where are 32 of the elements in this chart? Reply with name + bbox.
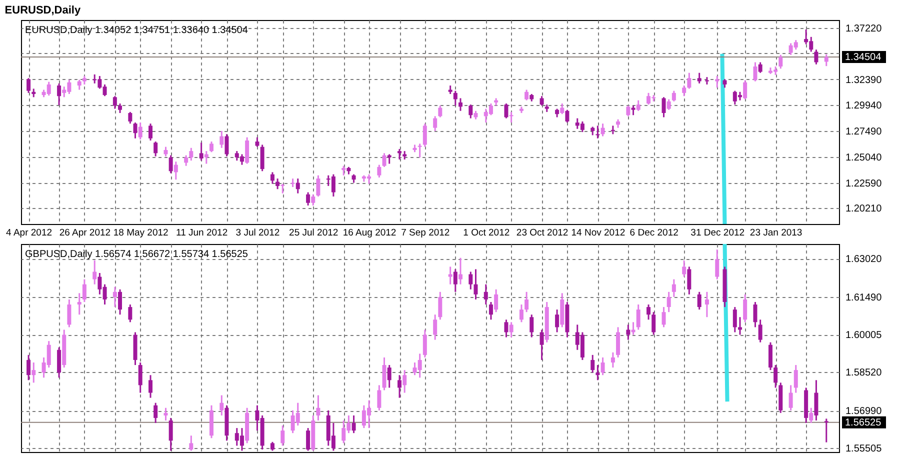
x-tick-label: 25 Jul 2012 [289,228,338,238]
y-tick-label: 1.63020 [846,254,882,266]
y-tick-label: 1.61490 [846,292,882,304]
x-tick-label: 3 Jul 2012 [236,228,280,238]
x-tick-label: 23 Jan 2013 [750,228,802,238]
y-tick-label: 1.60005 [846,330,882,342]
y-tick-label: 1.22590 [846,178,882,190]
y-tick-label: 1.55505 [846,444,882,455]
x-tick-label: 1 Oct 2012 [463,228,510,238]
y-tick-label: 1.29940 [846,100,882,112]
x-tick-label: 4 Apr 2012 [6,228,52,238]
ref-line-label: 1.34504 [845,52,882,63]
y-tick-label: 1.58520 [846,368,882,379]
ref-line-label: 1.56525 [845,417,882,428]
x-tick-label: 14 Nov 2012 [571,228,626,238]
y-tick-label: 1.20210 [846,204,882,215]
y-tick-label: 1.37220 [846,24,882,35]
y-tick-label: 1.32390 [846,74,882,86]
text: EURUSD,Daily [4,4,82,16]
x-tick-label: 26 Apr 2012 [59,228,111,238]
x-tick-label: 31 Dec 2012 [690,228,745,238]
x-tick-label: 18 May 2012 [113,228,168,238]
text: EURUSD,Daily 1.34052 1.34751 1.33640 1.34504 [25,25,248,36]
x-tick-label: 16 Aug 2012 [342,228,396,238]
y-tick-label: 1.56990 [846,406,882,418]
x-tick-label: 11 Jun 2012 [176,228,228,238]
y-tick-label: 1.27490 [846,126,882,138]
x-tick-label: 7 Sep 2012 [401,228,450,238]
x-tick-label: 6 Dec 2012 [630,228,678,238]
x-tick-label: 23 Oct 2012 [516,228,568,238]
y-tick-label: 1.25040 [846,152,882,164]
chart-title: GBPUSD,Daily 1.56574 1.56672 1.55734 1.56525 [25,249,248,260]
